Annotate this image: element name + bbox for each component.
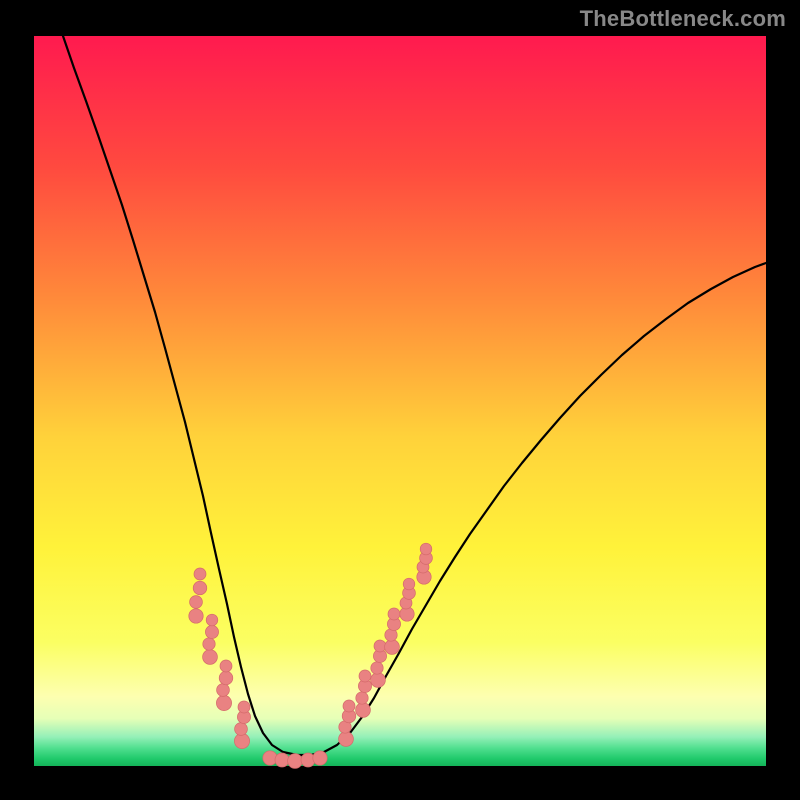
data-dot (403, 578, 415, 590)
data-dot (275, 753, 289, 767)
data-dot (234, 733, 249, 748)
data-dot (238, 701, 250, 713)
chart-stage: TheBottleneck.com (0, 0, 800, 800)
data-dot (356, 703, 371, 718)
data-dot (359, 670, 371, 682)
data-dot (339, 732, 354, 747)
data-dot (205, 625, 218, 638)
data-dot (194, 568, 206, 580)
data-dot (356, 692, 368, 704)
watermark-text: TheBottleneck.com (580, 6, 786, 32)
data-dot (216, 695, 231, 710)
data-dot (388, 608, 400, 620)
data-dot (385, 640, 400, 655)
data-dot (203, 638, 215, 650)
bottleneck-v-chart (0, 0, 800, 800)
data-dot (206, 614, 218, 626)
data-dot (371, 673, 386, 688)
data-dot (190, 596, 203, 609)
data-dot (220, 660, 232, 672)
data-dot (288, 754, 303, 769)
data-dot (343, 700, 355, 712)
data-dot (374, 640, 386, 652)
data-dot (219, 671, 233, 685)
data-dot (420, 543, 432, 555)
plot-area (34, 36, 766, 766)
data-dot (217, 684, 230, 697)
data-dot (371, 662, 383, 674)
data-dot (193, 581, 207, 595)
data-dot (203, 650, 218, 665)
data-dot (313, 751, 327, 765)
data-dot (235, 723, 248, 736)
data-dot (189, 609, 203, 623)
